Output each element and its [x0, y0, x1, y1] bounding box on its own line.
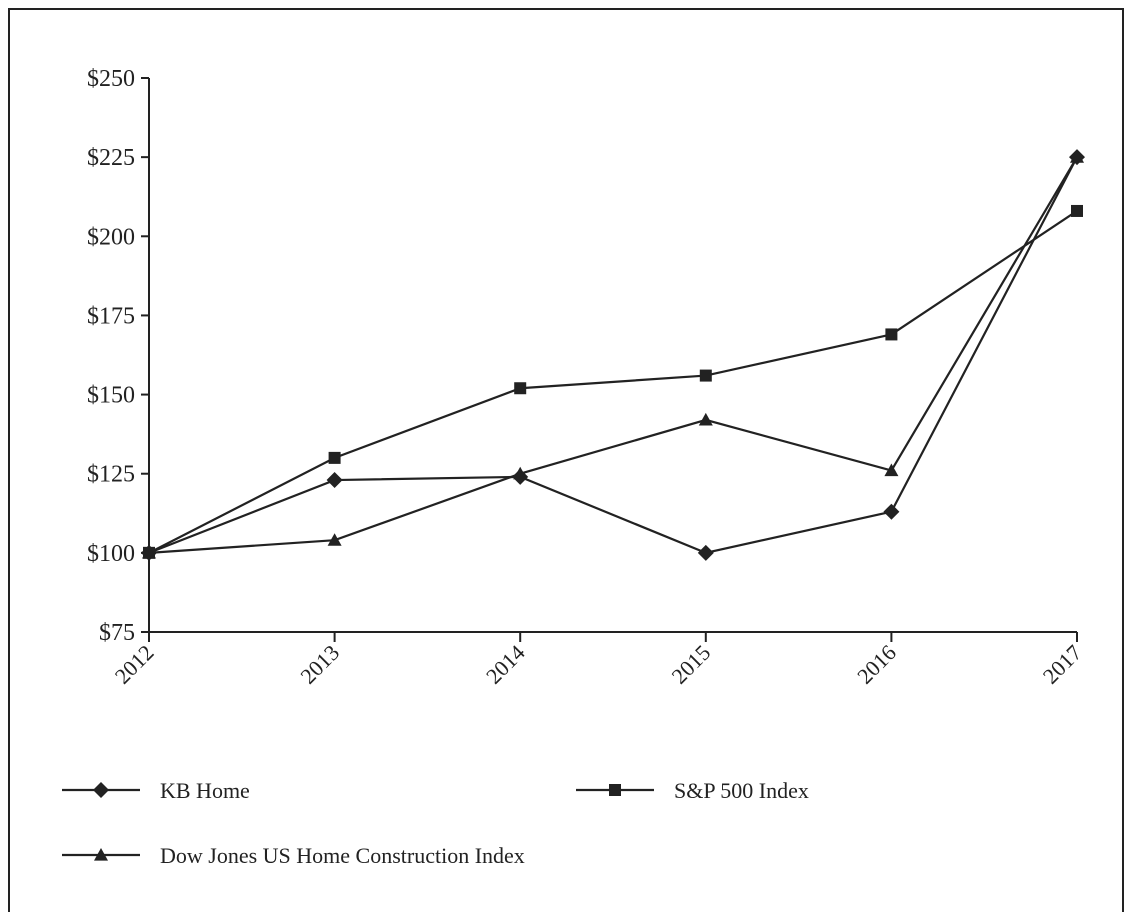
y-tick-label: $75: [99, 620, 135, 646]
data-point: [142, 545, 156, 559]
series-line: [148, 156, 1078, 554]
chart-frame: [8, 8, 1124, 912]
data-point: [513, 466, 528, 480]
data-point: [326, 472, 343, 489]
y-tick-label: $125: [87, 462, 135, 488]
data-point: [328, 451, 341, 464]
x-tick-label: 2017: [1038, 640, 1087, 689]
x-tick-label: 2012: [110, 640, 159, 689]
legend-marker: [609, 784, 621, 796]
legend-item: Dow Jones US Home Construction Index: [62, 843, 525, 868]
data-point: [884, 463, 899, 477]
legend-item: S&P 500 Index: [576, 778, 809, 803]
data-point: [1070, 150, 1084, 163]
y-tick-label: $100: [87, 541, 135, 567]
series-triangle: [142, 150, 1084, 559]
legend-label: Dow Jones US Home Construction Index: [160, 843, 525, 868]
data-point: [883, 503, 900, 520]
x-tick-label: 2016: [852, 640, 901, 689]
y-tick-label: $250: [87, 66, 135, 92]
data-point: [514, 382, 527, 395]
chart-legend: KB Home S&P 500 Index Dow Jones US Home Co…: [62, 778, 809, 868]
series-layer: [141, 149, 1085, 561]
legend-marker: [94, 848, 108, 861]
x-tick-label: 2013: [295, 640, 344, 689]
x-tick-label: 2014: [481, 640, 530, 689]
data-point: [327, 533, 342, 546]
y-tick-label: $150: [87, 383, 135, 409]
data-point: [698, 412, 713, 426]
legend-item: KB Home: [62, 778, 250, 803]
series-diamond: [141, 149, 1085, 561]
series-line: [148, 210, 1078, 554]
series-line: [148, 156, 1078, 555]
y-tick-label: $225: [87, 145, 135, 171]
data-point: [885, 328, 898, 341]
y-tick-label: $200: [87, 224, 135, 250]
data-point: [1071, 204, 1083, 217]
data-point: [697, 544, 714, 561]
series-square: [143, 204, 1083, 559]
chart-axes: $75 $100 $125 $150 $175 $200 $225 $250 2012 2013 2…: [87, 66, 1087, 689]
legend-marker: [93, 782, 109, 798]
legend-label: KB Home: [160, 778, 250, 803]
y-tick-label: $175: [87, 303, 135, 329]
x-tick-label: 2015: [667, 640, 716, 689]
legend-label: S&P 500 Index: [674, 778, 809, 803]
data-point: [699, 369, 712, 382]
